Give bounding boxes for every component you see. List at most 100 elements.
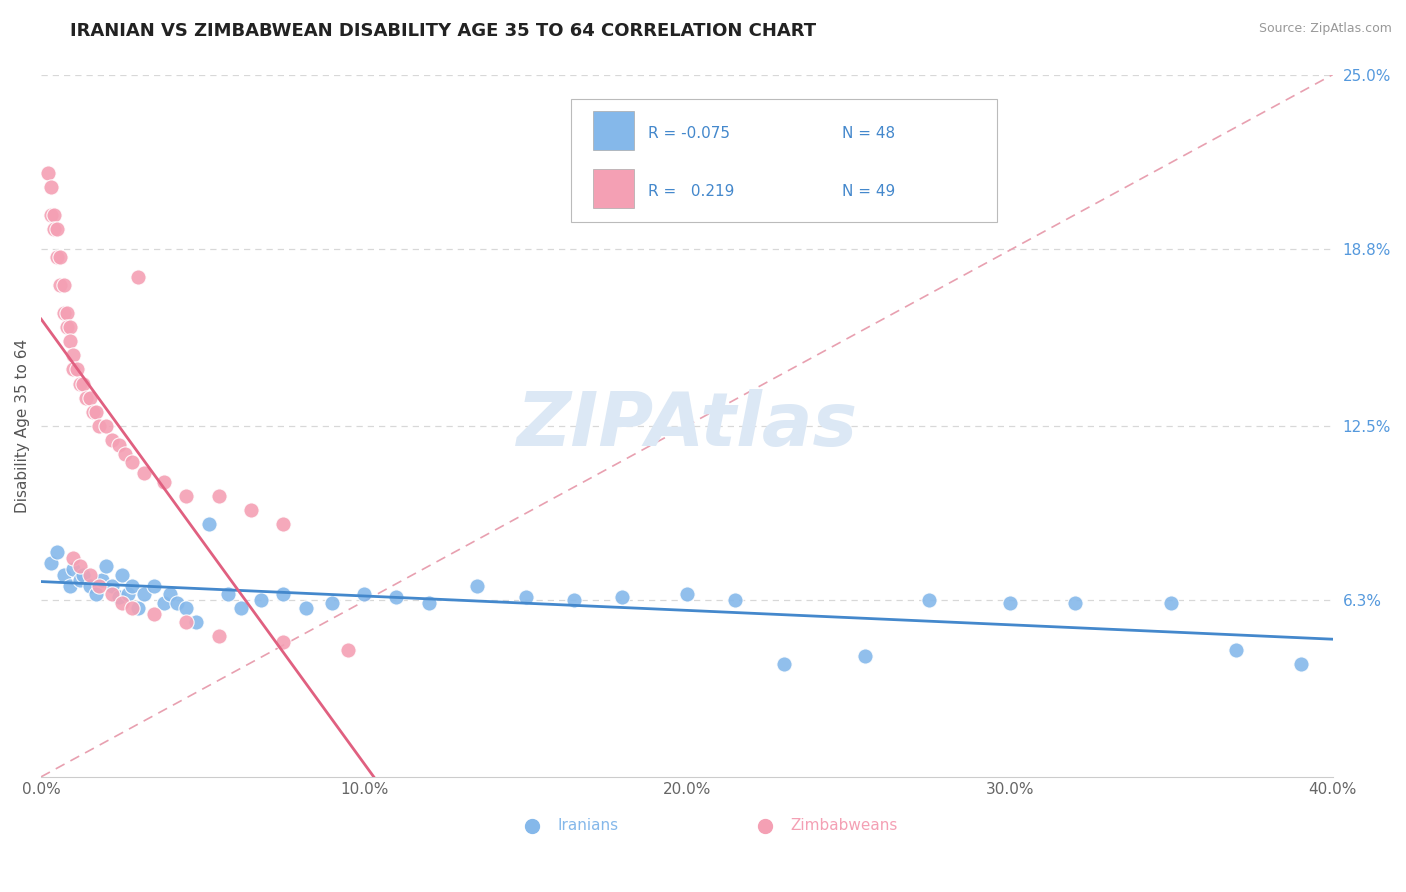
Point — [46, 222, 69, 236]
Text: Source: ZipAtlas.com: Source: ZipAtlas.com — [1258, 22, 1392, 36]
Bar — [593, 169, 634, 208]
Point — [853, 648, 876, 663]
Text: Zimbabweans: Zimbabweans — [790, 819, 897, 833]
Text: N = 48: N = 48 — [842, 127, 896, 141]
Point — [918, 592, 941, 607]
Point — [62, 348, 84, 362]
Point — [52, 306, 75, 320]
Point — [198, 516, 221, 531]
Point — [159, 587, 181, 601]
Point — [111, 567, 134, 582]
Point — [46, 545, 69, 559]
Point — [89, 418, 111, 433]
Point — [75, 391, 97, 405]
Point — [56, 320, 79, 334]
Point — [117, 587, 139, 601]
Point — [101, 579, 124, 593]
Point — [66, 362, 89, 376]
Text: Iranians: Iranians — [558, 819, 619, 833]
Point — [208, 489, 231, 503]
Point — [465, 579, 488, 593]
Point — [62, 550, 84, 565]
FancyBboxPatch shape — [571, 99, 997, 222]
Text: IRANIAN VS ZIMBABWEAN DISABILITY AGE 35 TO 64 CORRELATION CHART: IRANIAN VS ZIMBABWEAN DISABILITY AGE 35 … — [70, 22, 817, 40]
Point — [273, 587, 295, 601]
Point — [127, 269, 149, 284]
Point — [52, 278, 75, 293]
Point — [69, 573, 91, 587]
Point — [79, 579, 101, 593]
Point — [1289, 657, 1312, 672]
Point — [353, 587, 375, 601]
Text: N = 49: N = 49 — [842, 185, 896, 199]
Point — [69, 376, 91, 391]
Point — [79, 391, 101, 405]
Point — [101, 587, 124, 601]
Point — [111, 596, 134, 610]
Point — [72, 376, 94, 391]
Point — [127, 601, 149, 615]
Point — [56, 306, 79, 320]
Point — [143, 607, 166, 621]
Point — [240, 503, 263, 517]
Point — [134, 587, 156, 601]
Text: R = -0.075: R = -0.075 — [648, 127, 730, 141]
Text: R =   0.219: R = 0.219 — [648, 185, 734, 199]
Text: ZIPAtlas: ZIPAtlas — [516, 389, 858, 462]
Point — [176, 615, 198, 630]
Point — [37, 166, 59, 180]
Point — [84, 587, 107, 601]
Point — [773, 657, 796, 672]
Point — [114, 447, 136, 461]
Point — [676, 587, 699, 601]
Point — [94, 418, 117, 433]
Point — [59, 320, 82, 334]
Point — [39, 208, 62, 222]
Point — [59, 579, 82, 593]
Point — [273, 635, 295, 649]
Point — [39, 557, 62, 571]
Point — [79, 567, 101, 582]
Point — [418, 596, 440, 610]
Point — [62, 362, 84, 376]
Point — [49, 250, 72, 264]
Point — [1063, 596, 1085, 610]
Point — [101, 433, 124, 447]
Point — [107, 438, 129, 452]
Point — [153, 596, 176, 610]
Point — [69, 559, 91, 574]
Point — [72, 567, 94, 582]
Point — [89, 579, 111, 593]
Point — [42, 222, 65, 236]
Point — [121, 579, 143, 593]
Point — [249, 592, 271, 607]
Point — [1160, 596, 1182, 610]
Point — [91, 573, 114, 587]
Point — [385, 590, 408, 604]
Point — [184, 615, 207, 630]
Point — [121, 455, 143, 469]
Point — [208, 629, 231, 643]
Point — [84, 404, 107, 418]
Point — [59, 334, 82, 349]
Point — [724, 592, 747, 607]
Point — [143, 579, 166, 593]
Point — [321, 596, 343, 610]
Point — [121, 601, 143, 615]
Point — [94, 559, 117, 574]
Bar — [593, 112, 634, 150]
Y-axis label: Disability Age 35 to 64: Disability Age 35 to 64 — [15, 339, 30, 513]
Point — [62, 562, 84, 576]
Point — [107, 590, 129, 604]
Point — [273, 516, 295, 531]
Point — [39, 180, 62, 194]
Point — [612, 590, 634, 604]
Point — [49, 278, 72, 293]
Point — [52, 567, 75, 582]
Point — [295, 601, 318, 615]
Point — [176, 601, 198, 615]
Point — [217, 587, 239, 601]
Point — [82, 404, 104, 418]
Point — [134, 467, 156, 481]
Point — [562, 592, 585, 607]
